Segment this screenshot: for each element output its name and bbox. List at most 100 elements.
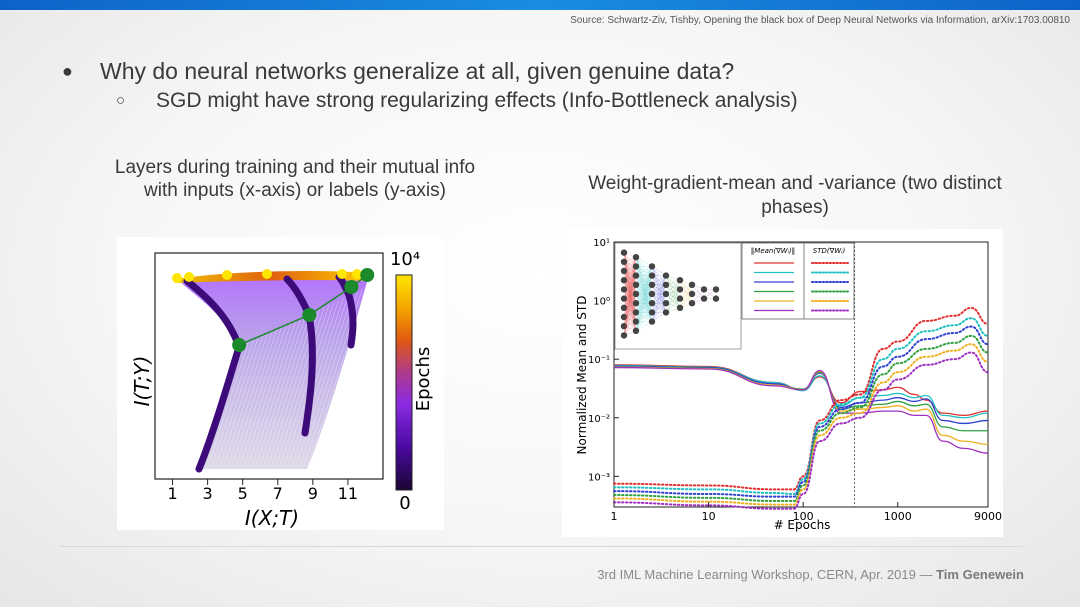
std-series-line	[613, 334, 989, 502]
network-edge	[623, 266, 637, 299]
network-edge	[635, 266, 653, 285]
network-node	[648, 272, 656, 279]
network-node	[620, 258, 628, 265]
network-edge	[651, 293, 667, 313]
network-edge	[665, 289, 681, 313]
trajectory-line	[250, 317, 302, 470]
network-edge	[623, 298, 637, 322]
network-edge	[635, 266, 653, 304]
trajectory-line	[226, 331, 273, 470]
network-edge	[665, 275, 681, 290]
start-point	[352, 269, 362, 279]
network-node	[632, 281, 640, 288]
trajectory-line	[258, 313, 311, 470]
network-edge	[635, 293, 653, 322]
trajectory-line	[214, 337, 259, 470]
network-node	[632, 309, 640, 316]
network-edge	[623, 266, 637, 290]
network-node	[662, 281, 670, 288]
network-edge	[623, 303, 637, 327]
y-tick-label: 10⁻²	[588, 414, 610, 425]
information-plane-figure: I(T;Y) I(X;T) 1 3 5 7 9 11 10⁴ 0 Epochs	[117, 237, 444, 530]
network-edge	[623, 293, 637, 327]
network-edge	[635, 275, 653, 313]
network-edge	[623, 284, 637, 308]
std-series-line	[613, 306, 989, 491]
network-edge	[623, 257, 637, 336]
left-figure-caption: Layers during training and their mutual …	[114, 157, 476, 201]
network-edge	[623, 289, 637, 313]
trajectory-line	[206, 342, 249, 470]
network-edge	[651, 266, 667, 295]
colorbar-label: Epochs	[413, 347, 434, 412]
main-bullet-text: Why do neural networks generalize at all…	[100, 58, 735, 84]
network-edge	[623, 252, 637, 276]
network-node	[688, 281, 696, 288]
network-node	[632, 272, 640, 279]
x-axis-label: # Epochs	[774, 518, 831, 532]
network-node	[676, 277, 684, 284]
network-edge	[635, 312, 653, 331]
network-edge	[665, 280, 681, 313]
final-point	[232, 338, 247, 352]
legend-box	[741, 242, 855, 320]
sub-bullet-marker: ○	[116, 92, 126, 109]
final-point	[360, 268, 375, 282]
network-edge	[635, 266, 653, 304]
x-tick-label: 11	[338, 484, 358, 503]
x-tick-label: 5	[238, 484, 248, 503]
network-edge	[651, 284, 667, 304]
network-edge	[623, 257, 637, 290]
start-point	[172, 273, 182, 283]
gradient-stats-chart: 1 10 100 1000 9000 10¹ 10⁰ 10⁻¹ 10⁻² 10⁻³ Normali…	[575, 238, 1002, 532]
network-edge	[635, 284, 653, 313]
network-edge	[635, 275, 653, 295]
network-node	[700, 295, 708, 302]
colorbar-max-label: 10⁴	[390, 249, 420, 270]
right-figure-caption: Weight-gradient-mean and -variance (two …	[588, 173, 1002, 218]
source-citation: Source: Schwartz-Ziv, Tishby, Opening th…	[570, 15, 1070, 26]
y-tick-label: 10⁰	[593, 297, 610, 308]
network-node	[676, 295, 684, 302]
network-edge	[635, 275, 653, 295]
sub-bullet: ○ SGD might have strong regularizing effe…	[116, 89, 798, 113]
network-edge	[651, 293, 667, 322]
network-node	[700, 286, 708, 293]
network-edge	[635, 293, 653, 322]
std-series-line	[613, 351, 989, 510]
network-edge	[665, 275, 681, 299]
trajectory-line	[218, 335, 264, 470]
network-node	[620, 267, 628, 275]
x-tick-label: 100	[793, 510, 814, 523]
network-edge	[651, 303, 667, 322]
network-node	[632, 300, 640, 307]
network-edge	[651, 266, 667, 285]
information-plane-chart: I(T;Y) I(X;T) 1 3 5 7 9 11 10⁴ 0 Epochs	[130, 249, 434, 530]
x-ticks: 1 3 5 7 9 11	[167, 479, 358, 503]
sub-bullet-text: SGD might have strong regularizing effec…	[156, 89, 798, 112]
network-node	[620, 304, 628, 311]
network-edge	[665, 279, 681, 295]
trajectory-line	[294, 293, 354, 470]
final-layer-line	[238, 274, 368, 346]
x-tick-label: 10	[702, 510, 716, 523]
std-series-line	[613, 317, 989, 496]
network-edge	[623, 298, 637, 331]
network-edge	[623, 261, 637, 295]
network-edge	[679, 284, 693, 308]
network-edge	[623, 257, 637, 281]
start-point	[222, 270, 232, 280]
network-edge	[679, 280, 693, 304]
network-edge	[635, 266, 653, 285]
footer-event: 3rd IML Machine Learning Workshop, CERN,…	[597, 567, 933, 582]
trajectory-line	[290, 295, 349, 470]
network-edge	[651, 275, 667, 304]
x-tick-label: 1000	[884, 510, 912, 523]
network-edge	[635, 275, 653, 313]
start-point	[262, 269, 272, 279]
network-node	[712, 286, 720, 293]
network-node	[688, 300, 696, 307]
x-tick-label: 9	[308, 484, 318, 503]
y-axis-label: I(T;Y)	[130, 356, 154, 407]
network-edge	[651, 275, 667, 295]
